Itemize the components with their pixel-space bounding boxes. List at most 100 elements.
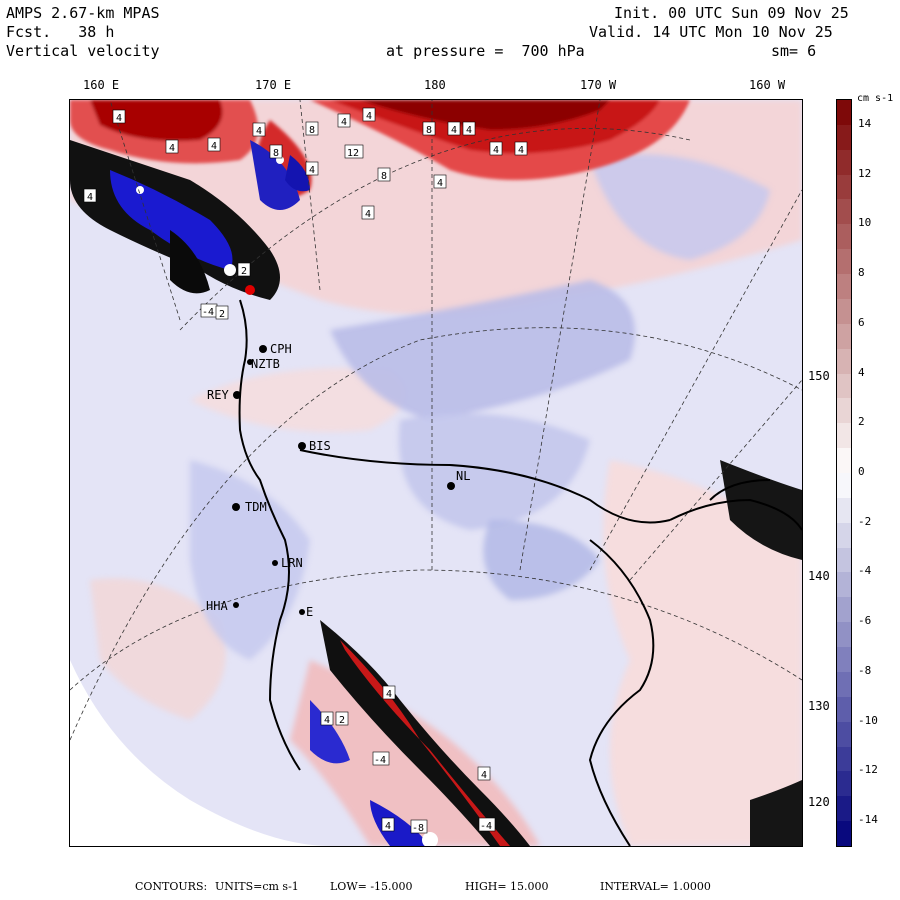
contour-label: 4 — [477, 766, 491, 781]
svg-text:NZTB: NZTB — [251, 357, 280, 371]
weak-descent-areas — [190, 154, 770, 660]
station-e[interactable]: E — [299, 605, 313, 619]
strong-motion-cluster-topleft — [70, 140, 310, 300]
contour-label: 4 — [362, 107, 376, 122]
svg-text:REY: REY — [207, 388, 229, 402]
pressure-value: 700 hPa — [521, 42, 585, 60]
colorbar-segment — [837, 149, 851, 176]
contour-label: 4 — [447, 121, 461, 136]
strong-motion-band-bottom — [310, 460, 802, 846]
svg-text:4: 4 — [481, 770, 487, 781]
outside-domain-area — [70, 660, 330, 846]
pressure-label: at pressure = — [386, 42, 504, 60]
svg-text:-4: -4 — [480, 821, 492, 832]
station-rey[interactable]: REY — [207, 388, 241, 402]
svg-text:4: 4 — [518, 145, 524, 156]
contour-label: 12 — [344, 144, 364, 159]
station-cph[interactable]: CPH — [259, 342, 292, 356]
colorbar-segment — [837, 671, 851, 698]
colorbar-tick-label: 0 — [858, 465, 865, 478]
svg-text:4: 4 — [493, 145, 499, 156]
colorbar — [836, 99, 852, 847]
interval-value: INTERVAL= 1.0000 — [600, 880, 711, 893]
svg-text:4: 4 — [365, 209, 371, 220]
station-bis[interactable]: BIS — [298, 439, 331, 453]
map-panel[interactable]: CPH NZTB REY BIS NL TDM LRN HHA E 4 4 8 … — [69, 99, 803, 847]
colorbar-tick-label: 10 — [858, 216, 872, 230]
svg-text:4: 4 — [466, 125, 472, 136]
init-time: Init. 00 UTC Sun 09 Nov 25 — [614, 4, 849, 22]
colorbar-tick-label: -10 — [858, 713, 878, 727]
colorbar-tick-label: -14 — [858, 813, 878, 827]
svg-text:2: 2 — [241, 266, 247, 277]
colorbar-segment — [837, 746, 851, 772]
lat-label-140w: 140 W — [808, 569, 845, 583]
field-name: Vertical velocity — [6, 42, 160, 60]
svg-text:4: 4 — [385, 821, 391, 832]
colorbar-segment — [837, 622, 851, 648]
colorbar-segment — [837, 124, 851, 151]
colorbar-segment — [837, 696, 851, 723]
units-label: UNITS=cm s-1 — [215, 880, 299, 893]
svg-text:4: 4 — [324, 715, 330, 726]
colorbar-tick-label: 12 — [858, 166, 872, 180]
colorbar-tick-label: -6 — [858, 614, 872, 628]
smoothing-label: sm= 6 — [771, 42, 817, 60]
svg-text:-4: -4 — [202, 307, 214, 318]
svg-text:NL: NL — [456, 469, 470, 483]
svg-text:4: 4 — [87, 192, 93, 203]
station-lrn[interactable]: LRN — [272, 556, 303, 570]
coastline — [238, 299, 802, 846]
svg-text:LRN: LRN — [281, 556, 303, 570]
colorbar-tick-label: 6 — [858, 315, 865, 329]
svg-text:E: E — [306, 605, 313, 619]
pressure-level: at pressure = 700 hPa — [386, 42, 585, 60]
colorbar-segment — [837, 572, 851, 598]
colorbar-segment — [837, 647, 851, 673]
colorbar-tick-label: 14 — [858, 116, 872, 130]
station-nztb[interactable]: NZTB — [247, 357, 280, 371]
colorbar-tick-label: -8 — [858, 663, 872, 677]
colorbar-tick-label: -4 — [858, 564, 872, 578]
contour-label: 4 — [462, 121, 476, 136]
lon-label-170e: 170 E — [255, 78, 292, 92]
svg-text:2: 2 — [219, 309, 225, 320]
colorbar-segment — [837, 224, 851, 250]
lat-label-150w: 150 W — [808, 369, 845, 383]
contour-label: 4 — [382, 685, 396, 700]
colorbar-tick-label: 4 — [858, 365, 865, 379]
contour-label: 2 — [215, 305, 229, 320]
contour-label: 4 — [112, 109, 126, 124]
station-hha[interactable]: HHA — [206, 599, 239, 613]
colorbar-tick-label: 8 — [858, 266, 865, 280]
station-nl[interactable]: NL — [447, 469, 470, 490]
contours-label: CONTOURS: — [135, 880, 208, 893]
colorbar-segment — [837, 348, 851, 375]
fcst-label: Fcst. — [6, 23, 52, 41]
colorbar-segment — [837, 398, 851, 424]
contour-label: 2 — [237, 262, 251, 277]
colorbar-segment — [837, 448, 851, 474]
colorbar-tick-label: -12 — [858, 763, 878, 777]
contour-label: 2 — [335, 711, 349, 726]
colorbar-segment — [837, 547, 851, 573]
contour-label: 8 — [377, 167, 391, 182]
lat-label-120w: 120 W — [808, 795, 845, 809]
svg-text:4: 4 — [309, 165, 315, 176]
contour-label: -4 — [200, 303, 218, 318]
colorbar-segment — [837, 597, 851, 623]
colorbar-segment — [837, 473, 851, 499]
svg-text:4: 4 — [116, 113, 122, 124]
contour-label: -8 — [410, 819, 428, 834]
contour-label: 8 — [269, 144, 283, 159]
lon-label-160w: 160 W — [749, 78, 786, 92]
svg-text:4: 4 — [366, 111, 372, 122]
station-tdm[interactable]: TDM — [232, 500, 267, 514]
contour-label: -4 — [478, 817, 496, 832]
colorbar-segment — [837, 796, 851, 822]
colorbar-tick-label: -2 — [858, 514, 872, 528]
svg-text:8: 8 — [309, 125, 315, 136]
contour-label: 8 — [305, 121, 319, 136]
contour-label: 4 — [337, 113, 351, 128]
contour-label: 4 — [381, 817, 395, 832]
